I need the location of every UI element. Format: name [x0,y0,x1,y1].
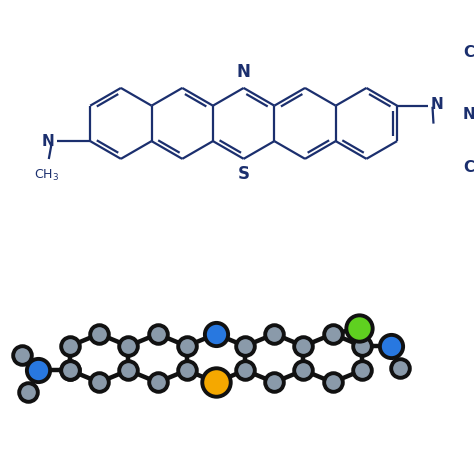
Point [183,342,191,350]
Point [212,379,220,386]
Point [24,389,32,396]
Point [66,366,74,374]
Point [329,330,337,338]
Text: S: S [237,165,250,183]
Point [66,342,74,350]
Point [95,330,103,338]
Point [358,342,365,350]
Point [271,379,278,386]
Text: Cl: Cl [463,160,474,175]
Point [66,366,74,374]
Point [396,365,404,372]
Point [241,342,249,350]
Point [271,330,278,338]
Point [300,366,307,374]
Text: N: N [237,64,251,82]
Point [154,379,161,386]
Point [300,342,307,350]
Point [358,366,365,374]
Text: N: N [42,134,55,149]
Point [154,330,161,338]
Text: CH$_3$: CH$_3$ [34,168,59,183]
Point [241,366,249,374]
Point [212,330,220,338]
Text: N: N [430,97,443,112]
Point [95,379,103,386]
Point [329,379,337,386]
Point [356,324,363,332]
Point [125,342,132,350]
Point [388,342,395,350]
Point [183,366,191,374]
Point [18,352,26,359]
Point [35,366,42,374]
Point [125,366,132,374]
Text: N: N [463,107,474,122]
Text: Cl: Cl [463,45,474,60]
